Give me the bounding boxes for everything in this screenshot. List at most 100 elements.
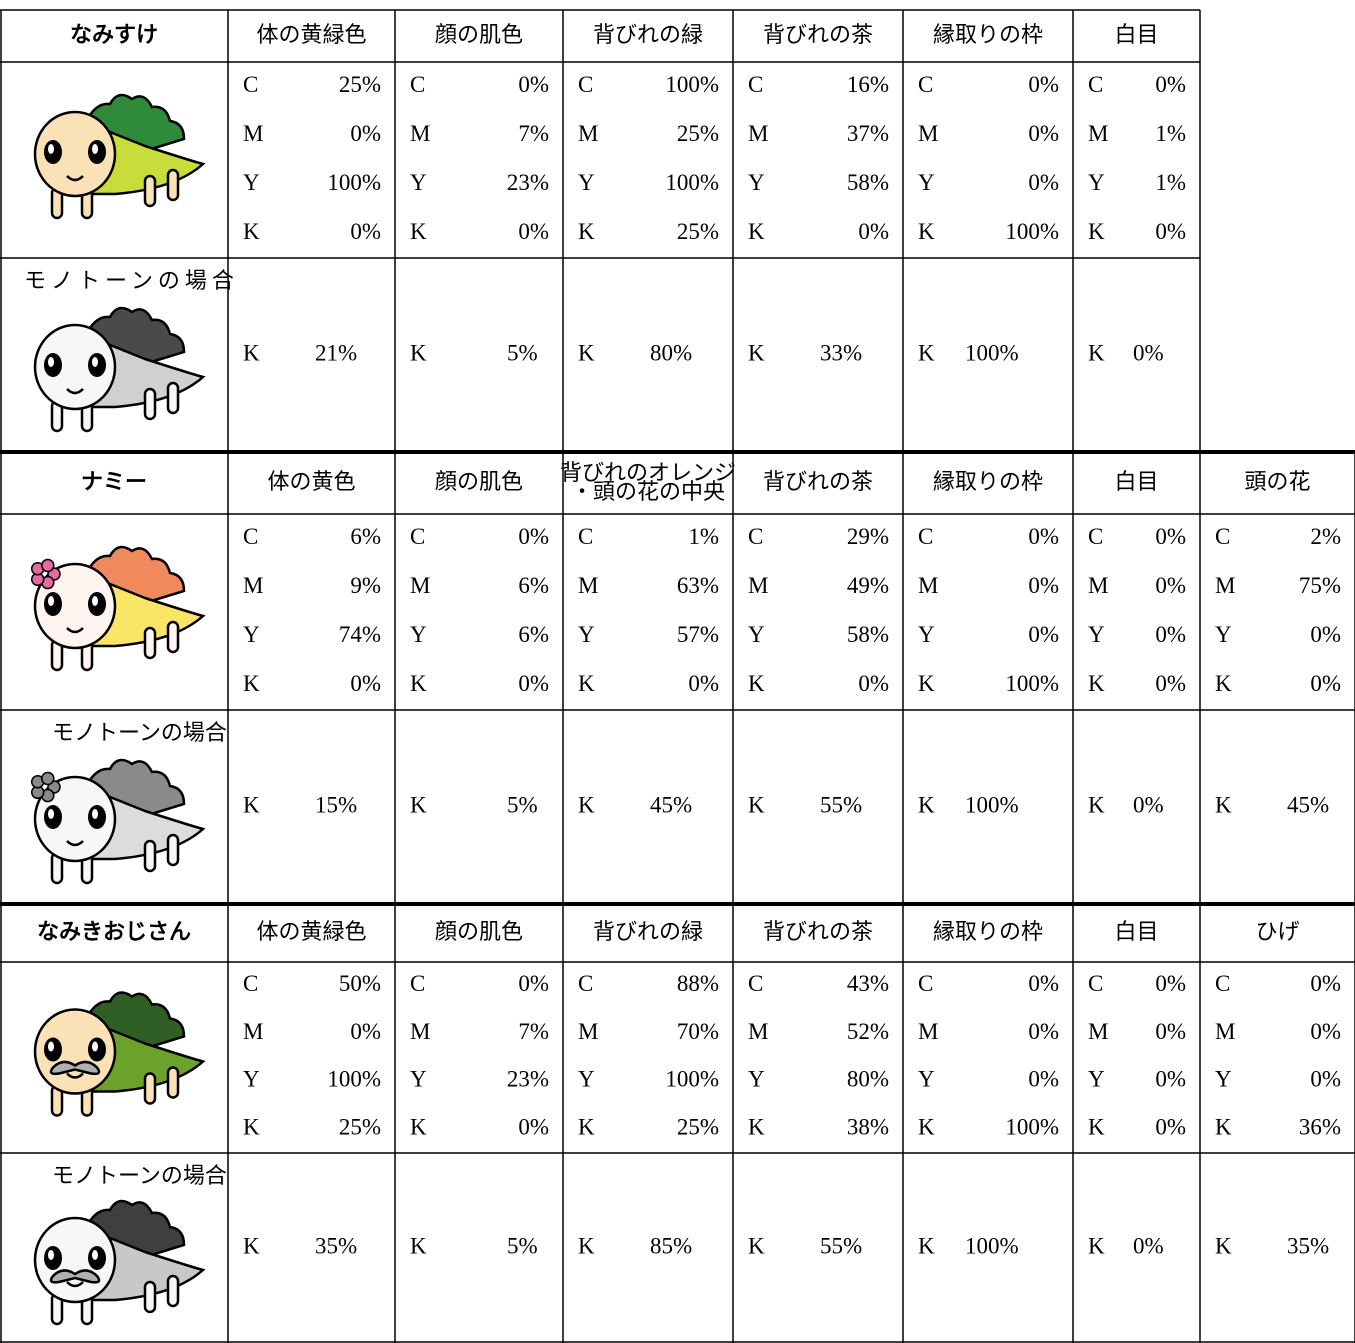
channel-value: 0%	[518, 219, 549, 244]
mono-letter: K	[748, 1233, 765, 1258]
channel-letter: K	[243, 219, 260, 244]
channel-value: 7%	[518, 121, 549, 146]
character-illustration	[33, 93, 206, 220]
mono-value: 45%	[1287, 792, 1329, 817]
channel-letter: M	[410, 1019, 430, 1044]
channel-value: 100%	[665, 170, 719, 195]
eye-white	[48, 1041, 54, 1052]
eye-white	[92, 1250, 98, 1260]
leg	[166, 833, 180, 867]
mono-value: 21%	[315, 340, 357, 365]
column-header: 白目	[1114, 470, 1158, 495]
column-header: 顔の肌色	[435, 920, 523, 945]
channel-value: 0%	[1028, 524, 1059, 549]
eye-white	[48, 357, 54, 367]
channel-value: 2%	[1310, 524, 1341, 549]
channel-value: 70%	[677, 1019, 719, 1044]
channel-value: 80%	[847, 1067, 889, 1092]
channel-letter: K	[243, 671, 260, 696]
eye-white	[48, 1250, 54, 1260]
leg	[143, 839, 157, 873]
mono-value: 5%	[507, 792, 538, 817]
mono-value: 100%	[965, 792, 1019, 817]
mono-value: 0%	[1133, 792, 1164, 817]
mono-letter: K	[243, 340, 260, 365]
channel-value: 0%	[1028, 1019, 1059, 1044]
channel-value: 0%	[858, 671, 889, 696]
mono-value: 0%	[1133, 340, 1164, 365]
channel-letter: C	[1088, 524, 1103, 549]
channel-letter: Y	[243, 170, 260, 195]
eye-white	[48, 596, 54, 606]
mono-letter: K	[918, 1233, 935, 1258]
channel-letter: Y	[1088, 1067, 1105, 1092]
mono-letter: K	[578, 792, 595, 817]
eye-white	[48, 809, 54, 819]
leg	[166, 1274, 180, 1308]
channel-value: 0%	[1155, 622, 1186, 647]
channel-value: 63%	[677, 573, 719, 598]
mouth	[66, 627, 84, 634]
channel-value: 0%	[1028, 1067, 1059, 1092]
fin	[83, 545, 186, 608]
leg	[143, 174, 157, 208]
fin	[83, 991, 186, 1053]
mouth	[66, 1281, 84, 1288]
channel-value: 0%	[1155, 971, 1186, 996]
channel-letter: C	[578, 72, 593, 97]
channel-letter: Y	[578, 622, 595, 647]
channel-letter: C	[1088, 72, 1103, 97]
channel-letter: C	[748, 971, 763, 996]
channel-value: 0%	[350, 121, 381, 146]
channel-value: 0%	[1155, 1019, 1186, 1044]
fin	[83, 93, 186, 156]
channel-value: 36%	[1299, 1114, 1341, 1139]
mono-value: 0%	[1133, 1233, 1164, 1258]
channel-letter: M	[578, 573, 598, 598]
mono-value: 5%	[507, 340, 538, 365]
column-header: 背びれの茶	[763, 23, 873, 48]
fin	[83, 306, 186, 369]
channel-value: 7%	[518, 1019, 549, 1044]
channel-letter: C	[918, 971, 933, 996]
channel-value: 38%	[847, 1114, 889, 1139]
column-header: 顔の肌色	[435, 470, 523, 495]
channel-letter: Y	[410, 1067, 427, 1092]
channel-value: 0%	[1155, 1114, 1186, 1139]
mono-value: 5%	[507, 1233, 538, 1258]
mono-letter: K	[243, 1233, 260, 1258]
channel-value: 0%	[518, 72, 549, 97]
column-header: 縁取りの枠	[933, 23, 1043, 48]
channel-value: 0%	[1310, 622, 1341, 647]
channel-letter: C	[578, 524, 593, 549]
channel-letter: Y	[243, 1067, 260, 1092]
monotone-label: モノトーンの場合	[52, 1164, 227, 1189]
channel-letter: K	[1215, 1114, 1232, 1139]
channel-value: 0%	[518, 671, 549, 696]
flower-petal	[41, 771, 55, 786]
column-header: 背びれの緑	[593, 920, 703, 945]
channel-value: 0%	[518, 971, 549, 996]
channel-letter: C	[410, 971, 425, 996]
mono-value: 33%	[820, 340, 862, 365]
monotone-label: モノトーンの場合	[24, 269, 239, 294]
channel-value: 100%	[665, 1067, 719, 1092]
channel-letter: M	[748, 1019, 768, 1044]
mono-letter: K	[1088, 792, 1105, 817]
channel-letter: K	[410, 1114, 427, 1139]
channel-value: 0%	[1310, 1019, 1341, 1044]
mono-letter: K	[1088, 1233, 1105, 1258]
channel-letter: M	[410, 121, 430, 146]
channel-letter: C	[918, 524, 933, 549]
mono-letter: K	[410, 792, 427, 817]
channel-value: 25%	[677, 121, 719, 146]
column-header: 体の黄緑色	[256, 920, 366, 945]
mono-letter: K	[748, 792, 765, 817]
face	[33, 775, 117, 863]
channel-letter: K	[1088, 219, 1105, 244]
channel-value: 0%	[1155, 573, 1186, 598]
channel-value: 25%	[677, 219, 719, 244]
mono-value: 100%	[965, 340, 1019, 365]
channel-value: 16%	[847, 72, 889, 97]
character-illustration	[33, 1199, 206, 1326]
